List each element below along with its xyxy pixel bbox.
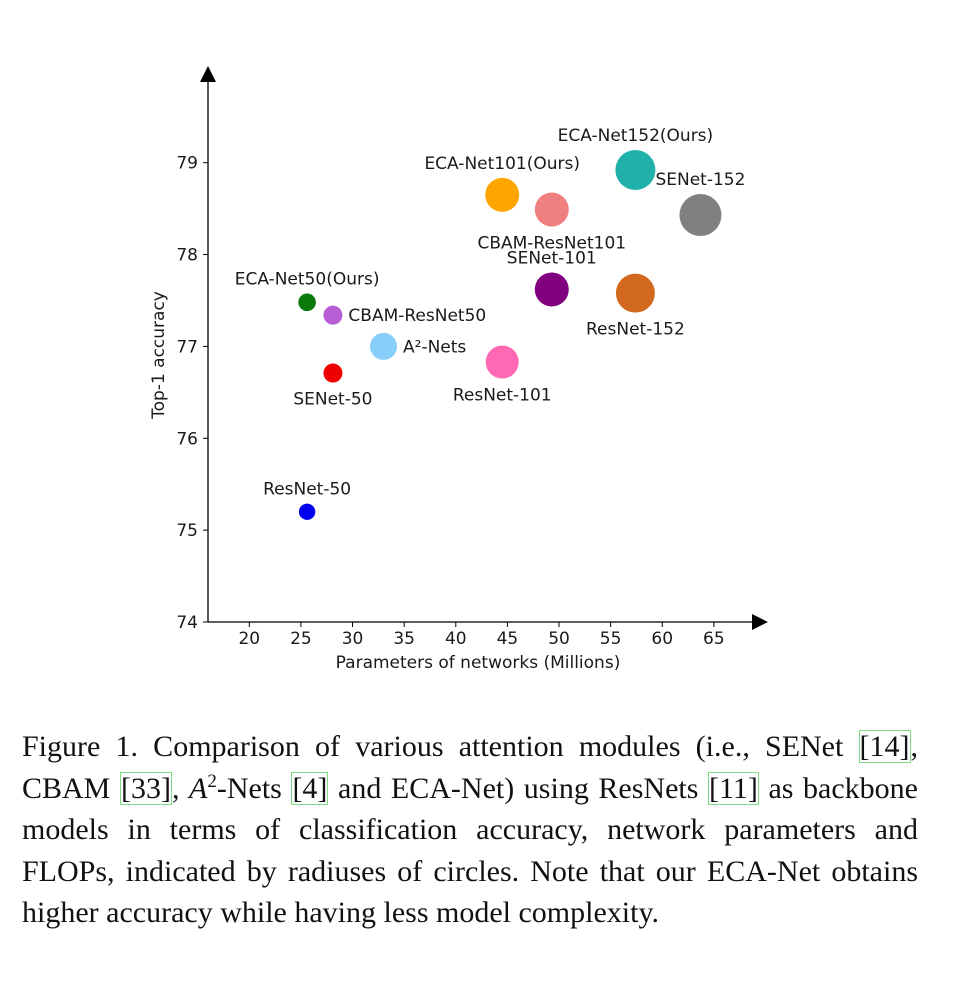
x-axis-title: Parameters of networks (Millions) [336,653,621,673]
point-label: CBAM-ResNet50 [348,306,486,326]
x-tick-label: 30 [342,629,364,649]
point-label: ResNet-152 [586,320,685,340]
point-label: CBAM-ResNet101 [477,234,626,254]
x-tick-label: 60 [651,629,673,649]
caption-text: and ECA-Net) using ResNets [328,771,708,805]
y-tick-label: 78 [176,246,198,266]
data-point [485,177,520,212]
citation-link[interactable]: [14] [858,730,911,763]
data-point [485,345,519,379]
data-point [323,363,343,383]
chart-points [298,150,722,520]
x-tick-label: 40 [445,629,467,649]
x-tick-label: 25 [290,629,312,649]
data-point [534,192,569,227]
x-tick-label: 20 [238,629,260,649]
chart-axes [200,66,768,630]
y-tick-label: 76 [176,429,198,449]
citation-link[interactable]: [33] [119,771,172,805]
y-axis-title: Top-1 accuracy [149,291,169,420]
data-point [615,150,656,191]
x-tick-label: 35 [393,629,415,649]
data-point [323,305,343,325]
point-label: ResNet-50 [263,480,351,500]
data-point [615,273,655,313]
data-point [298,293,316,312]
point-label: ResNet-101 [453,386,552,406]
citation-link[interactable]: [11] [708,771,759,805]
caption-text: , [171,771,190,805]
y-tick-label: 74 [176,613,198,633]
scatter-chart: 20 25 30 35 40 45 50 55 60 65 74 75 76 77 78 79 ResNet-… [149,66,768,673]
x-tick-label: 50 [548,629,570,649]
figure-caption: Figure 1. Comparison of various attentio… [22,726,918,934]
point-label: ECA-Net152(Ours) [558,126,714,146]
chart-point-labels: ResNet-50 SENet-50 CBAM-ResNet50 ECA-Net50(… [235,126,746,500]
caption-text: Figure 1. Comparison of various attentio… [22,730,859,763]
x-tick-label: 55 [600,629,622,649]
data-point [298,503,316,520]
y-tick-label: 79 [176,154,198,174]
point-label: SENet-152 [655,170,745,190]
chart-ticks: 20 25 30 35 40 45 50 55 60 65 74 75 76 77 78 79 [176,154,724,649]
point-label: A²-Nets [403,337,466,357]
x-tick-label: 45 [497,629,519,649]
caption-math-superscript: 2 [207,770,217,792]
point-label: ECA-Net101(Ours) [424,154,580,174]
citation-link[interactable]: [4] [291,771,329,805]
point-label: SENet-101 [507,248,597,268]
point-label: ECA-Net50(Ours) [235,270,380,290]
caption-text: , CBAM [22,730,918,805]
x-axis-arrow-icon [752,614,768,630]
y-tick-label: 75 [176,521,198,541]
data-point [679,194,722,237]
x-tick-label: 65 [703,629,725,649]
data-point [370,332,398,360]
y-tick-label: 77 [176,337,198,357]
data-point [534,272,569,307]
y-axis-arrow-icon [200,66,216,82]
caption-math: A [189,771,208,805]
point-label: SENet-50 [293,390,372,410]
caption-text: -Nets [216,771,292,805]
caption-text: as backbone models in terms of classific… [22,771,918,930]
